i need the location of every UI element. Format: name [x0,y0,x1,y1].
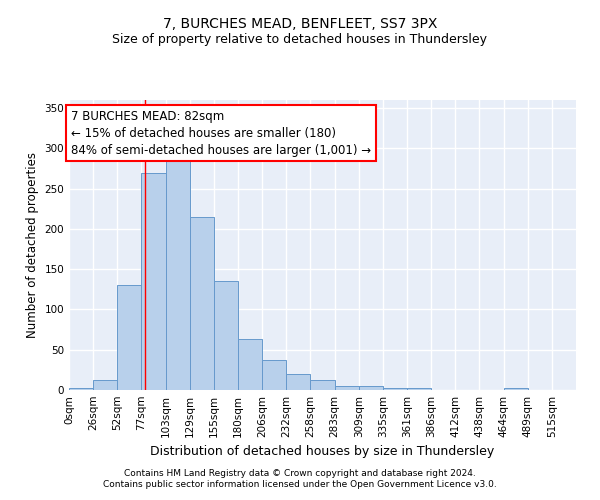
Bar [214,281,238,390]
Bar [93,380,117,390]
Text: Size of property relative to detached houses in Thundersley: Size of property relative to detached ho… [113,32,487,46]
Bar [383,388,407,390]
Bar [190,217,214,390]
Bar [286,374,310,390]
Bar [117,286,142,390]
Bar [503,388,528,390]
Bar [310,380,335,390]
Text: 7 BURCHES MEAD: 82sqm
← 15% of detached houses are smaller (180)
84% of semi-det: 7 BURCHES MEAD: 82sqm ← 15% of detached … [71,110,371,156]
Text: Contains public sector information licensed under the Open Government Licence v3: Contains public sector information licen… [103,480,497,489]
Bar [142,172,166,390]
Bar [359,386,383,390]
Bar [262,360,286,390]
Bar [238,339,262,390]
Y-axis label: Number of detached properties: Number of detached properties [26,152,39,338]
Bar [335,386,359,390]
Bar [407,388,431,390]
Text: 7, BURCHES MEAD, BENFLEET, SS7 3PX: 7, BURCHES MEAD, BENFLEET, SS7 3PX [163,18,437,32]
Bar [69,388,93,390]
Text: Contains HM Land Registry data © Crown copyright and database right 2024.: Contains HM Land Registry data © Crown c… [124,468,476,477]
X-axis label: Distribution of detached houses by size in Thundersley: Distribution of detached houses by size … [151,446,494,458]
Bar [166,159,190,390]
